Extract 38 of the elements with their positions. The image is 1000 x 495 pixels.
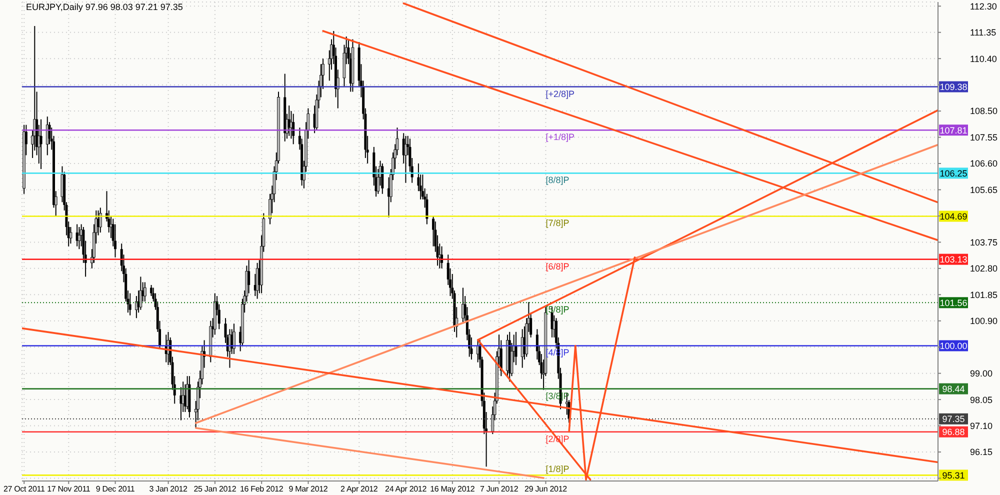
x-tick-label: 3 Jan 2012 — [149, 484, 188, 494]
y-tick-label: 97.10 — [970, 420, 993, 431]
annotation: [6/8]P — [546, 261, 570, 272]
x-tick-label: 9 Mar 2012 — [288, 484, 328, 494]
y-tick-label: 101.85 — [970, 290, 998, 300]
y-tick-label: 108.50 — [970, 106, 998, 116]
y-tick-label: 112.30 — [970, 1, 997, 12]
annotation: [+2/8]P — [546, 88, 575, 99]
x-tick-label: 16 May 2012 — [430, 484, 476, 494]
annotation: [1/8]P — [546, 464, 570, 474]
x-tick-label: 2 Apr 2012 — [340, 484, 378, 494]
x-tick-label: 7 Jun 2012 — [480, 484, 519, 494]
y-tick-label: 110.40 — [970, 54, 997, 64]
x-tick-label: 27 Oct 2011 — [3, 484, 46, 494]
ref-line-label: 95.31 — [942, 470, 965, 480]
y-tick-label: 105.65 — [970, 184, 998, 195]
chart-title: EURJPY,Daily 97.96 98.03 97.21 97.35 — [26, 2, 183, 12]
x-tick-label: 9 Dec 2011 — [96, 484, 136, 494]
annotation: [+1/8]P — [546, 132, 575, 142]
annotation: [8/8]P — [546, 175, 570, 186]
y-tick-label: 106.60 — [970, 158, 998, 169]
x-tick-label: 16 Feb 2012 — [240, 484, 284, 494]
y-tick-label: 111.35 — [970, 28, 996, 38]
y-tick-label: 96.15 — [970, 447, 993, 458]
x-tick-label: 17 Nov 2011 — [47, 484, 91, 494]
y-tick-label: 99.00 — [970, 368, 993, 379]
x-tick-label: 29 Jun 2012 — [524, 484, 568, 494]
ref-line-label: 97.35 — [942, 414, 965, 424]
y-tick-label: 98.05 — [970, 394, 993, 405]
x-tick-label: 24 Apr 2012 — [385, 484, 428, 494]
y-tick-label: 107.55 — [970, 132, 998, 142]
ref-line-label: 96.88 — [942, 427, 965, 438]
y-tick-label: 102.80 — [970, 264, 998, 274]
annotation: [7/8]P — [546, 218, 570, 228]
x-tick-label: 25 Jan 2012 — [194, 484, 237, 494]
y-tick-label: 103.75 — [970, 237, 998, 248]
y-tick-label: 100.90 — [970, 316, 998, 326]
ref-line-label: 98.44 — [942, 384, 965, 394]
